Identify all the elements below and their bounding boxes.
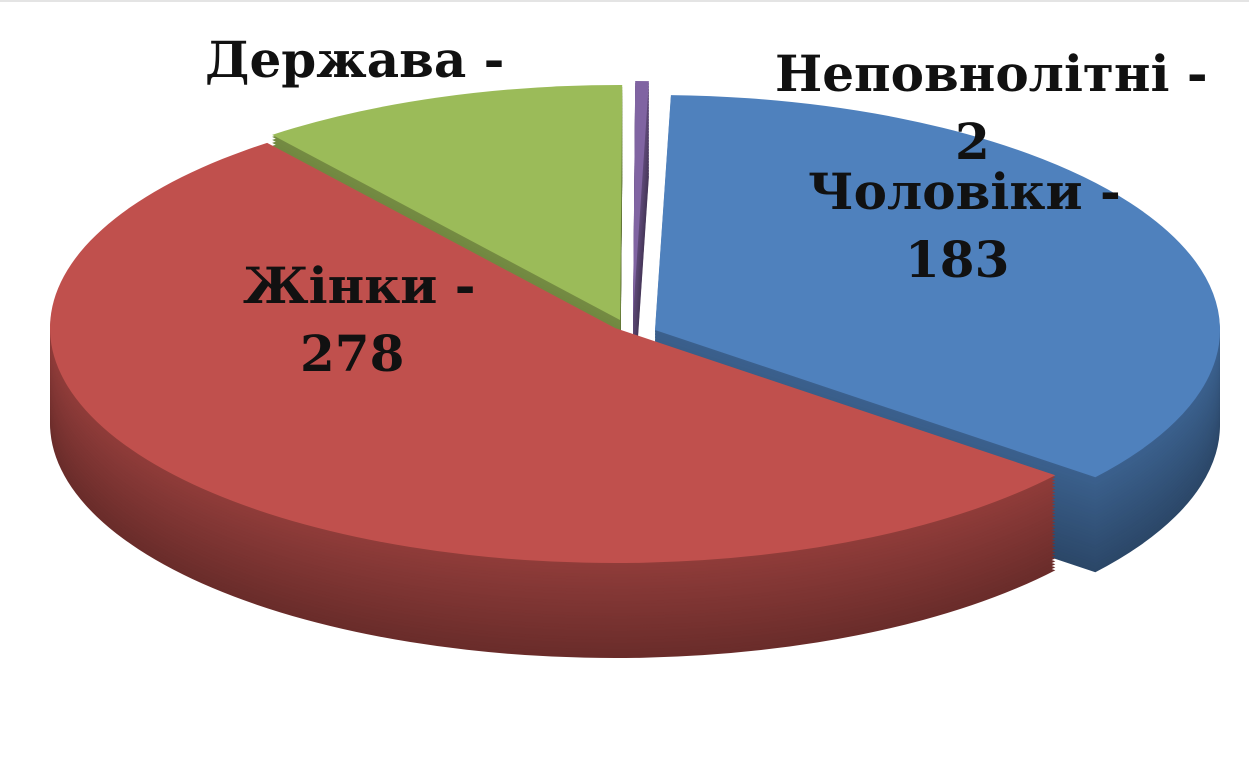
label-state: Держава - [205,30,505,89]
label-men-value: 183 [905,230,1010,289]
label-women: Жінки - [243,256,476,315]
slice-0 [272,84,623,320]
label-men: Чоловіки - [808,162,1121,221]
label-minors: Неповнолітні - [775,44,1208,103]
slice-3 [50,142,1056,563]
slice-1 [633,81,649,316]
label-women-value: 278 [300,324,405,383]
label-minors-value: 2 [955,112,990,171]
slice-2 [655,95,1220,478]
